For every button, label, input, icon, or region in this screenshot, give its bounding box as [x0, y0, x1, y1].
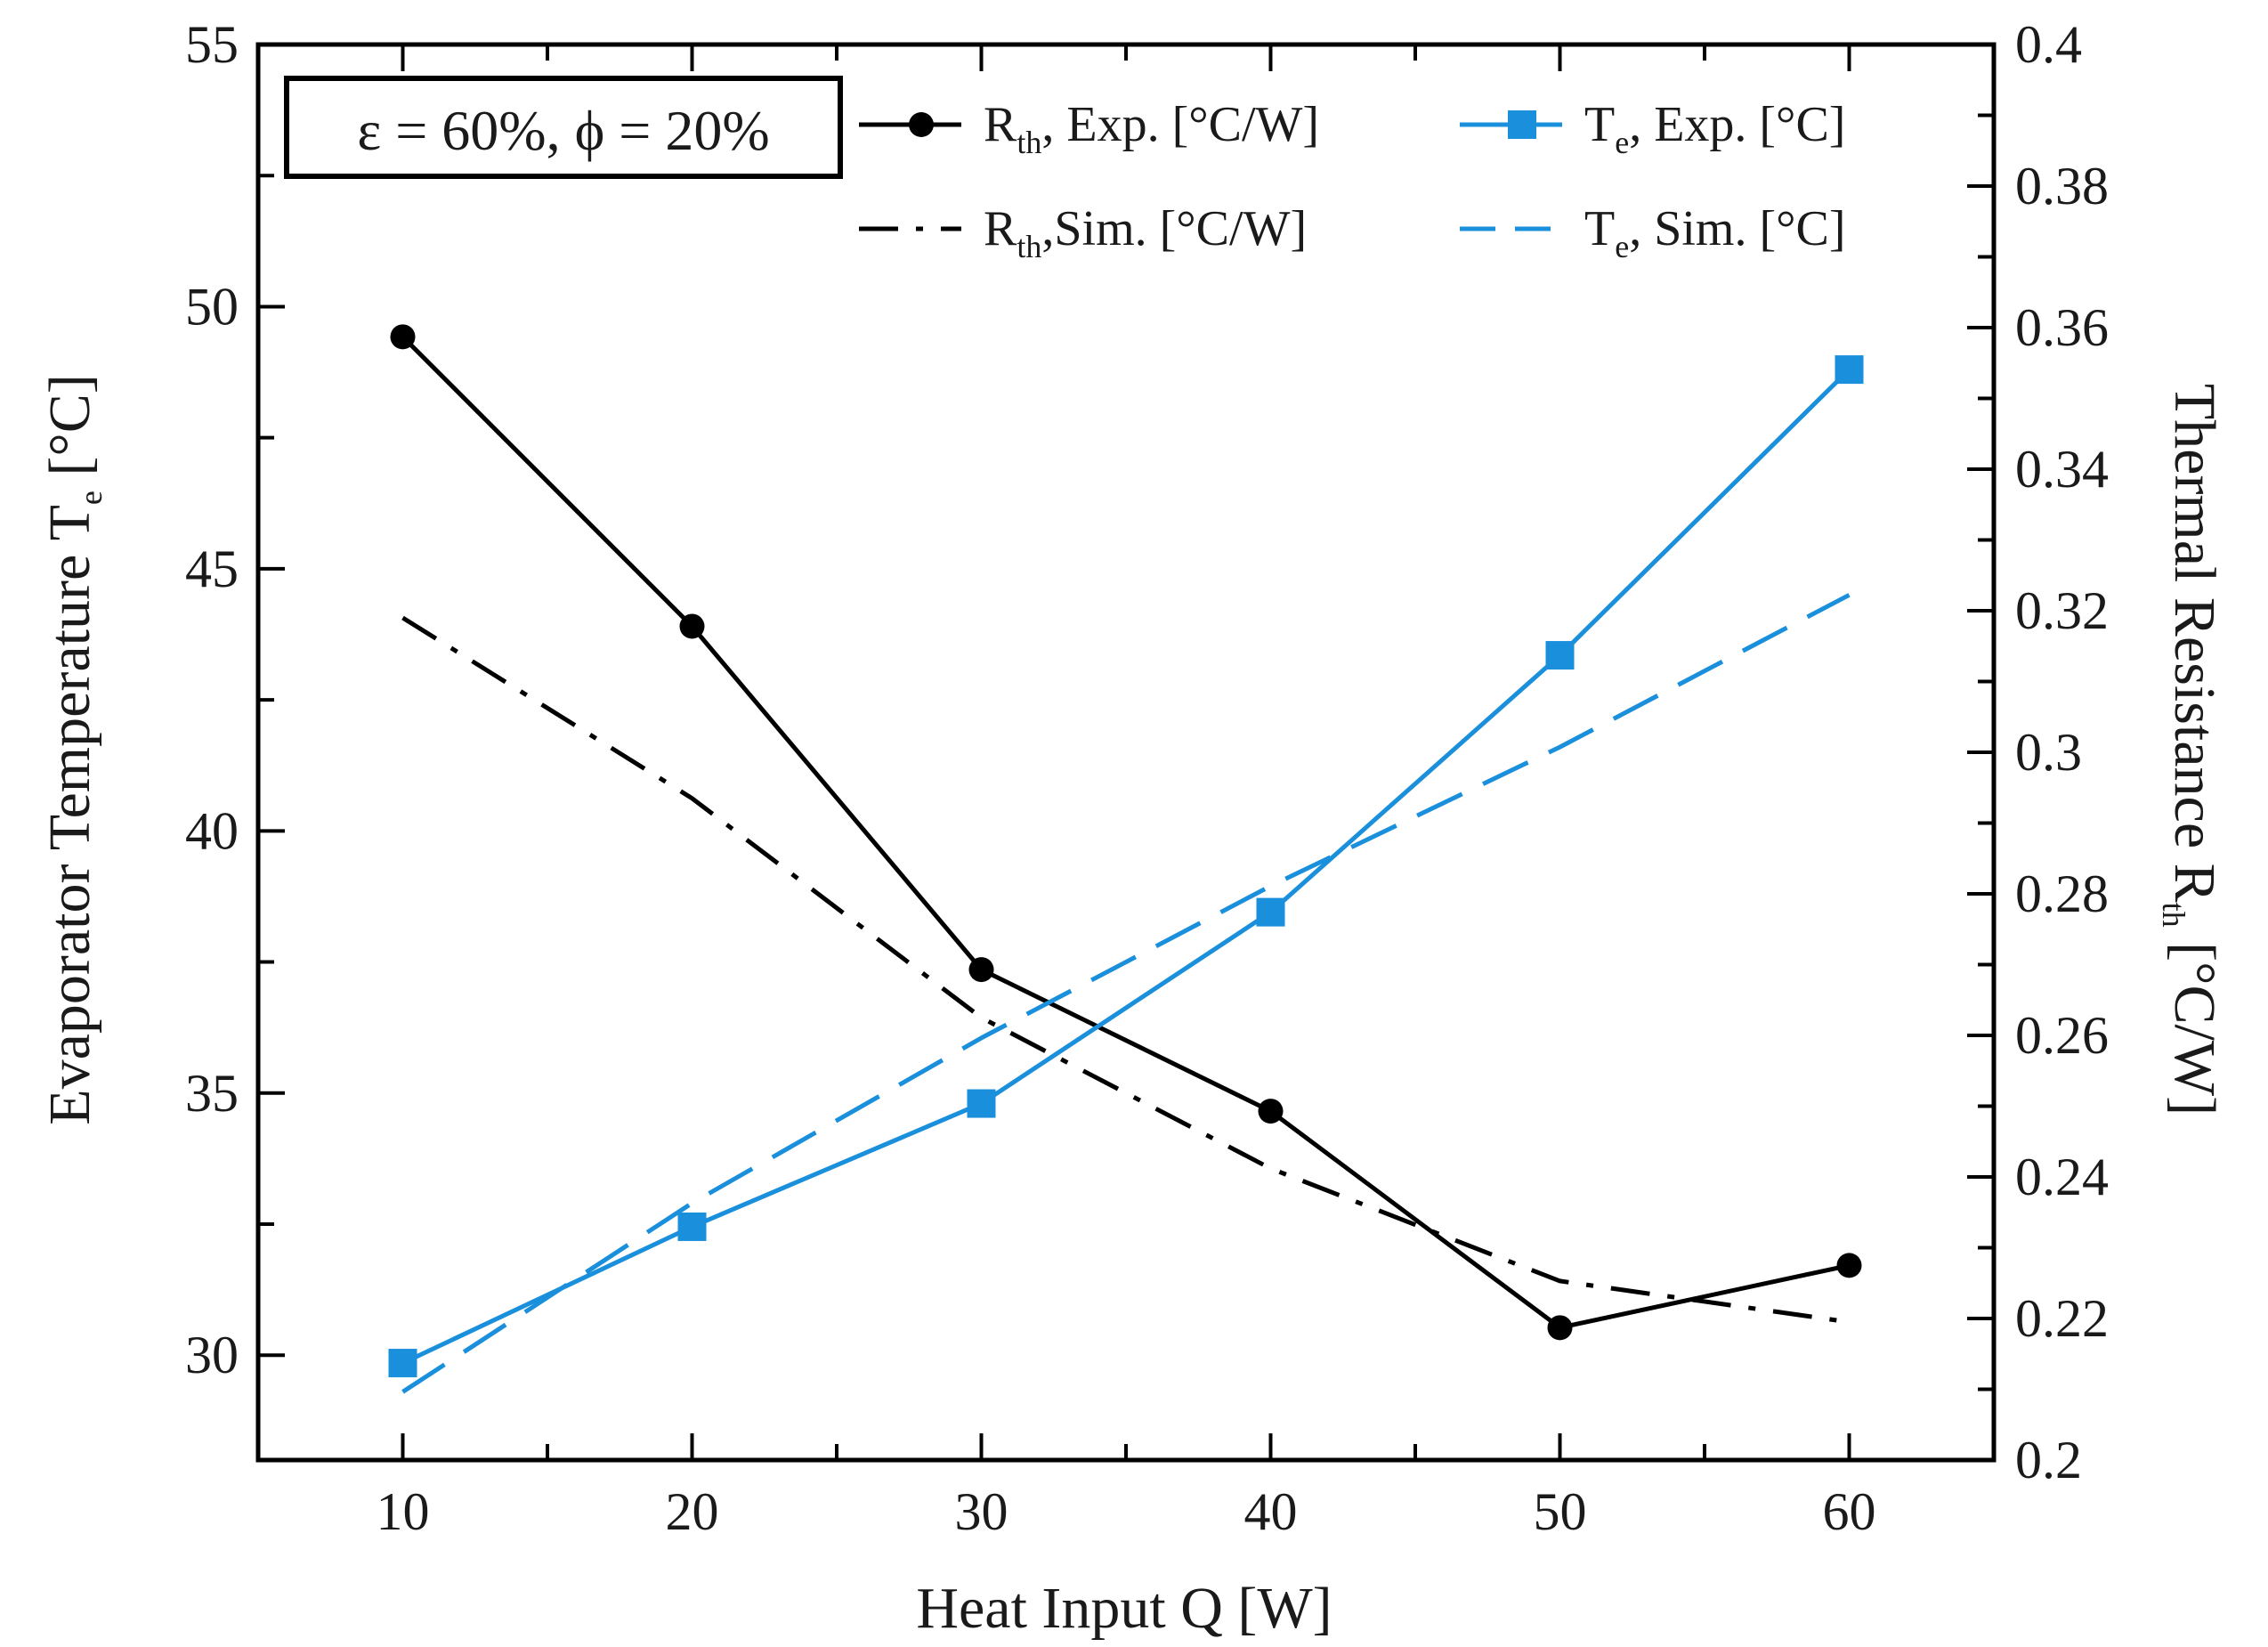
x-axis: 10 20 30 40 50 60: [256, 45, 1996, 1541]
x-tick-label: 10: [377, 1482, 430, 1541]
legend-label-rest: , Sim. [°C]: [1629, 201, 1845, 256]
legend-label-1: Rth, Exp. [°C/W]: [984, 97, 1319, 160]
series-line-2: [401, 615, 1850, 1325]
y-left-tick-label: 50: [185, 277, 239, 336]
legend-marker-1: [909, 112, 934, 137]
y-axis-right-title: Thermal Resistance Rth [°C/W]: [2156, 384, 2227, 1116]
legend-label-main: T: [1584, 201, 1615, 256]
y-axis-left: 30 35 40 45 50 55: [185, 15, 285, 1384]
y-right-title-unit: [°C/W]: [2162, 928, 2227, 1116]
y-left-title-unit: [°C]: [37, 374, 102, 491]
y-left-title-main: Evaporator Temperature T: [37, 505, 102, 1125]
legend-label-rest: , Exp. [°C/W]: [1041, 97, 1319, 152]
legend-label-sub: th: [1017, 125, 1041, 160]
series-3-point: [1545, 641, 1575, 670]
y-left-tick-label: 55: [185, 15, 239, 74]
y-left-tick-label: 45: [185, 540, 239, 598]
y-right-tick-label: 0.38: [2015, 157, 2109, 215]
series-3-point: [677, 1212, 707, 1241]
x-tick-label: 60: [1823, 1482, 1876, 1541]
condition-annotation: ε = 60%, ϕ = 20%: [284, 76, 843, 179]
y-right-tick-label: 0.28: [2015, 864, 2109, 923]
y-left-tick-label: 40: [185, 801, 239, 860]
annotation-text: ε = 60%, ϕ = 20%: [357, 99, 769, 162]
legend-label-main: R: [984, 97, 1017, 152]
y-left-title-sub: e: [73, 491, 109, 505]
legend-label-3: Te, Exp. [°C]: [1584, 97, 1845, 160]
x-axis-title: Heat Input Q [W]: [916, 1576, 1332, 1641]
series-3-point: [967, 1089, 996, 1118]
y-right-tick-label: 0.3: [2015, 723, 2082, 782]
legend-label-rest: ,Sim. [°C/W]: [1041, 201, 1307, 256]
x-tick-label: 50: [1534, 1482, 1587, 1541]
legend: Rth, Exp. [°C/W]Rth,Sim. [°C/W]Te, Exp. …: [859, 97, 1846, 264]
legend-label-sub: e: [1615, 229, 1629, 264]
legend-marker-3: [1508, 110, 1536, 139]
y-right-tick-label: 0.22: [2015, 1289, 2109, 1348]
y-right-title-main: Thermal Resistance R: [2162, 384, 2227, 903]
y-right-tick-label: 0.2: [2015, 1431, 2082, 1489]
legend-label-sub: e: [1615, 125, 1629, 160]
legend-label-rest: , Exp. [°C]: [1629, 97, 1845, 152]
series-1-point: [679, 613, 705, 639]
y-right-tick-label: 0.24: [2015, 1148, 2109, 1206]
y-axis-left-title: Evaporator Temperature Te [°C]: [37, 374, 109, 1125]
legend-label-main: R: [984, 201, 1017, 256]
markers-layer: [388, 324, 1864, 1378]
series-line-1: [401, 335, 1851, 1330]
y-axis-right: 0.2 0.22 0.24 0.26 0.28 0.3 0.32 0.34 0.36 0.38 0.…: [1967, 15, 2109, 1489]
series-layer: [401, 335, 1851, 1394]
series-1-point: [1836, 1253, 1862, 1278]
legend-label-2: Rth,Sim. [°C/W]: [984, 201, 1307, 264]
y-right-tick-label: 0.4: [2015, 15, 2082, 74]
series-line-4: [401, 593, 1851, 1394]
series-1-point: [390, 324, 416, 350]
legend-label-main: T: [1584, 97, 1615, 152]
series-1-point: [968, 957, 994, 983]
y-right-tick-label: 0.36: [2015, 298, 2109, 357]
legend-label-sub: th: [1017, 229, 1041, 264]
series-3-point: [1256, 897, 1285, 927]
legend-label-4: Te, Sim. [°C]: [1584, 201, 1846, 264]
series-line-3: [401, 368, 1851, 1366]
x-tick-label: 20: [666, 1482, 719, 1541]
x-tick-label: 30: [955, 1482, 1008, 1541]
y-right-tick-label: 0.32: [2015, 581, 2109, 640]
x-tick-label: 40: [1244, 1482, 1298, 1541]
series-3-point: [388, 1349, 417, 1378]
series-3-point: [1835, 355, 1864, 385]
y-left-tick-label: 35: [185, 1064, 239, 1123]
annotation-box: [284, 76, 843, 179]
y-right-title-sub: th: [2156, 903, 2191, 928]
y-left-tick-label: 30: [185, 1326, 239, 1384]
series-1-point: [1547, 1315, 1573, 1341]
y-right-tick-label: 0.26: [2015, 1006, 2109, 1065]
series-1-point: [1258, 1099, 1284, 1124]
y-right-tick-label: 0.34: [2015, 440, 2109, 499]
